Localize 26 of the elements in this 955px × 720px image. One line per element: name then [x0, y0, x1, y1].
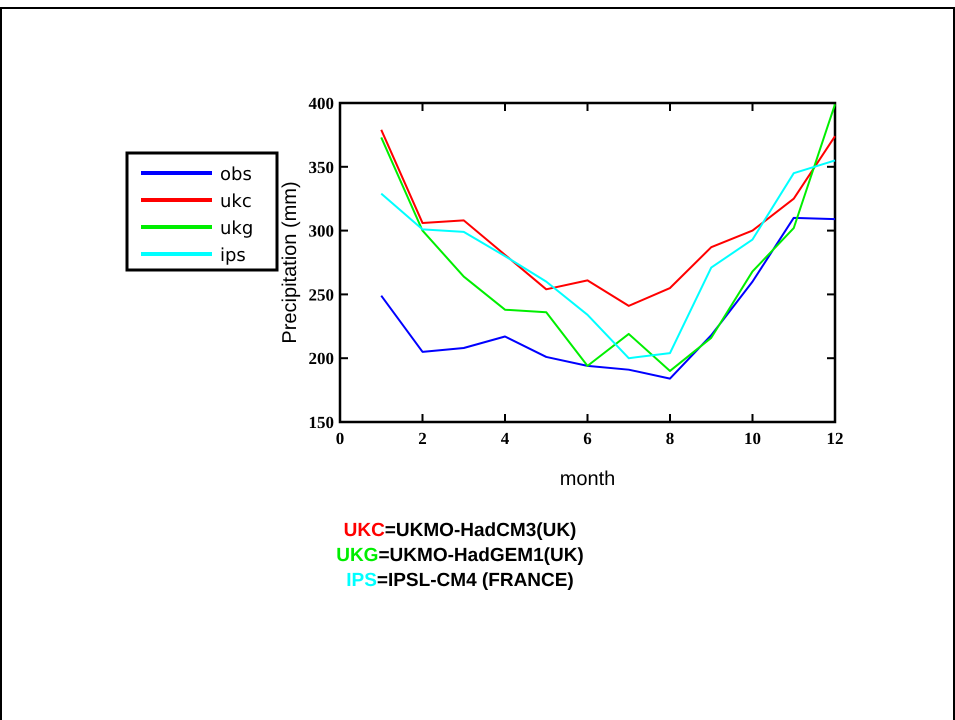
- legend-label: obs: [220, 164, 252, 185]
- legend-label: ips: [220, 245, 246, 266]
- y-tick-label: 350: [308, 158, 334, 177]
- text: IPS=IPSL-CM4 (FRANCE): [346, 570, 574, 591]
- x-tick-label: 4: [500, 429, 510, 448]
- y-tick-label: 300: [308, 222, 334, 241]
- x-tick-label: 10: [744, 429, 761, 448]
- legend-label: ukc: [220, 191, 252, 212]
- line-series: [380, 159, 836, 360]
- y-tick-label: 400: [308, 94, 334, 113]
- y-axis-title: Precipitation (mm): [279, 181, 301, 344]
- x-tick-label: 6: [583, 429, 592, 448]
- x-tick-label: 12: [826, 429, 844, 448]
- text: UKG=UKMO-HadGEM1(UK): [336, 545, 584, 566]
- x-axis-title: month: [560, 468, 616, 490]
- y-tick-label: 250: [308, 285, 334, 304]
- line-series: [380, 103, 836, 372]
- x-tick-label: 2: [418, 429, 427, 448]
- line-series: [380, 216, 836, 380]
- x-tick-label: 8: [666, 429, 674, 448]
- text: UKC=UKMO-HadCM3(UK): [344, 520, 576, 541]
- x-tick-label: 0: [336, 429, 344, 448]
- line-series: [380, 128, 836, 307]
- y-tick-label: 200: [308, 349, 334, 368]
- y-tick-label: 150: [308, 413, 334, 432]
- legend-label: ukg: [220, 218, 254, 239]
